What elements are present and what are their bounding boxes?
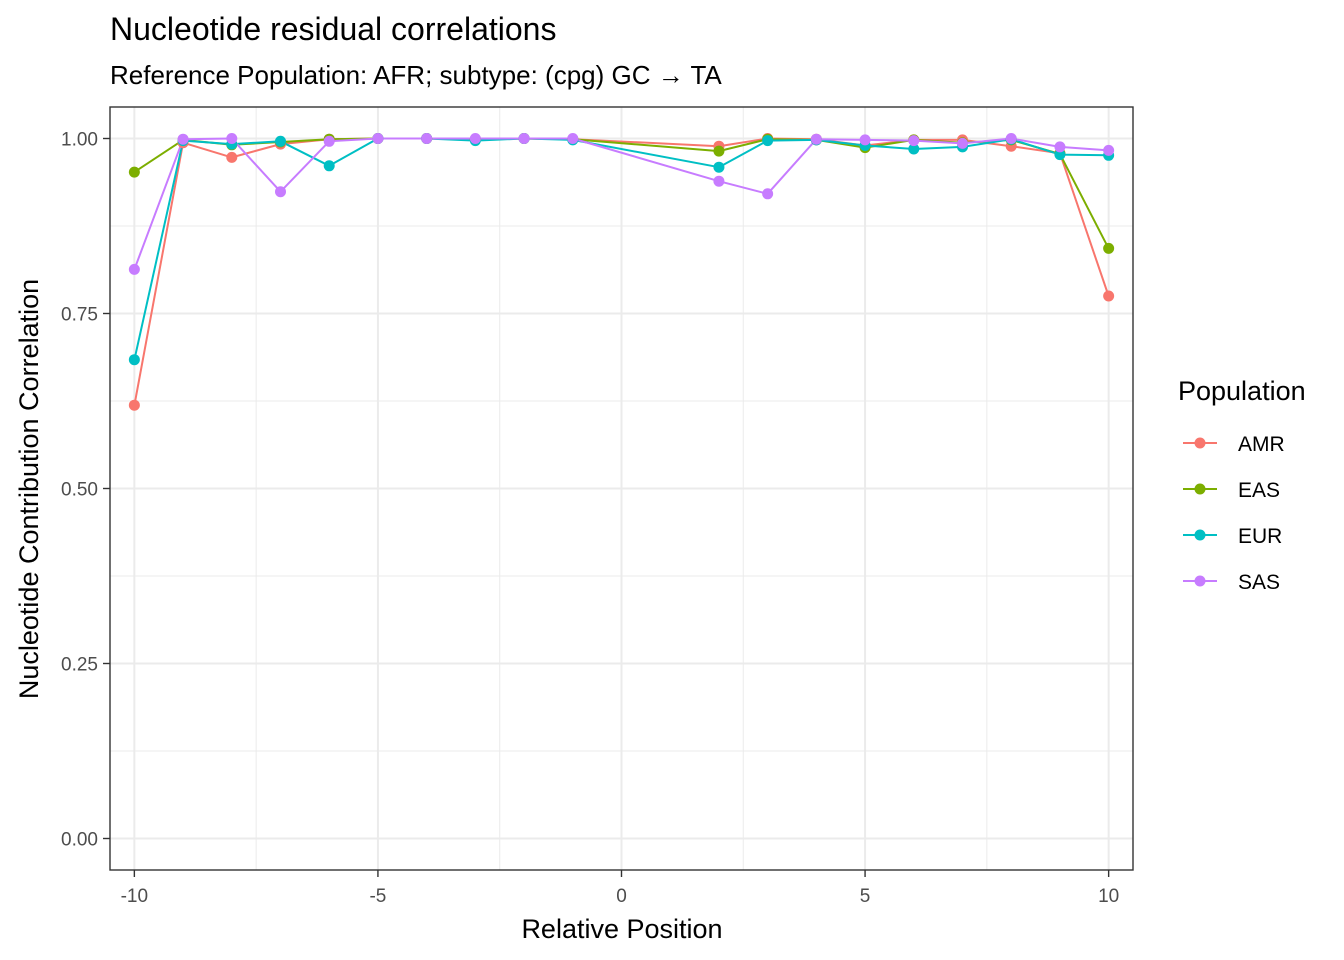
data-point-sas	[128, 263, 140, 275]
x-axis: -10 -5 0 5 10	[121, 870, 1119, 907]
y-tick-label: 0.50	[61, 480, 98, 501]
data-point-eur	[908, 143, 920, 155]
data-point-eas	[1103, 242, 1115, 254]
x-tick-label: 10	[1098, 886, 1119, 907]
data-point-sas	[323, 135, 335, 147]
y-axis: 0.00 0.25 0.50 0.75 1.00	[61, 130, 110, 851]
legend-label: SAS	[1238, 571, 1280, 594]
data-point-sas	[177, 133, 189, 145]
data-point-eur	[762, 135, 774, 147]
y-tick-label: 0.00	[61, 830, 98, 851]
data-point-eas	[713, 145, 725, 157]
x-tick-label: -5	[369, 886, 386, 907]
data-point-sas	[810, 133, 822, 145]
data-point-amr	[1103, 290, 1115, 302]
data-point-sas	[372, 133, 384, 144]
data-point-eur	[1054, 149, 1066, 161]
y-tick-label: 0.75	[61, 305, 98, 326]
legend-label: AMR	[1238, 433, 1285, 456]
data-point-sas	[762, 188, 774, 200]
data-point-sas	[713, 175, 725, 187]
legend-item-eur: EUR	[1183, 525, 1282, 548]
data-point-eas	[128, 166, 140, 178]
legend-item-sas: SAS	[1183, 571, 1280, 594]
legend-item-amr: AMR	[1183, 433, 1285, 456]
data-point-sas	[567, 133, 579, 144]
data-point-sas	[957, 137, 968, 149]
data-point-sas	[275, 186, 286, 198]
data-point-sas	[1054, 141, 1066, 153]
series-points	[128, 133, 1115, 411]
data-point-eur	[275, 135, 286, 147]
data-point-sas	[908, 135, 920, 147]
y-tick-label: 0.25	[61, 655, 98, 676]
y-tick-label: 1.00	[61, 130, 98, 151]
data-point-sas	[469, 133, 481, 144]
data-point-eur	[128, 354, 140, 366]
legend-key-point	[1194, 575, 1206, 587]
data-point-sas	[1103, 144, 1115, 156]
legend-key-point	[1194, 529, 1206, 541]
legend-title: Population	[1178, 376, 1306, 406]
data-point-sas	[1005, 133, 1017, 144]
legend-label: EAS	[1238, 479, 1280, 502]
legend: Population AMR EAS EUR SAS	[1178, 376, 1306, 594]
legend-item-eas: EAS	[1183, 479, 1280, 502]
legend-label: EUR	[1238, 525, 1282, 548]
data-point-sas	[518, 133, 530, 144]
data-point-sas	[226, 133, 238, 144]
chart-subtitle: Reference Population: AFR; subtype: (cpg…	[110, 60, 722, 90]
data-point-eur	[323, 160, 335, 172]
legend-key-point	[1194, 437, 1206, 449]
data-point-sas	[859, 134, 871, 146]
data-point-sas	[421, 133, 433, 144]
x-tick-label: 0	[616, 886, 627, 907]
x-axis-title: Relative Position	[521, 914, 722, 944]
data-point-amr	[128, 399, 140, 411]
x-tick-label: -10	[121, 886, 148, 907]
data-point-eur	[713, 161, 725, 173]
x-tick-label: 5	[860, 886, 871, 907]
y-axis-title: Nucleotide Contribution Correlation	[14, 279, 44, 699]
chart-title: Nucleotide residual correlations	[110, 11, 556, 47]
legend-key-point	[1194, 483, 1206, 495]
data-point-amr	[226, 151, 238, 163]
